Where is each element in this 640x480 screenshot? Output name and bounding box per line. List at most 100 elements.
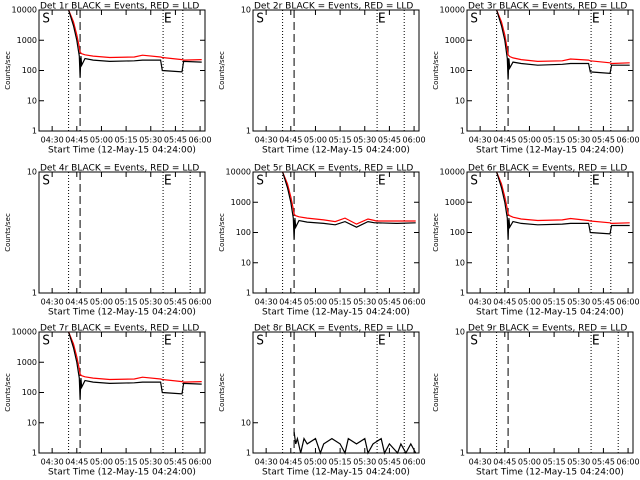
y-tick-label: 10 <box>241 418 251 427</box>
y-axis-label: Counts/sec <box>4 373 12 412</box>
x-tick-label: 05:30 <box>567 136 590 145</box>
x-tick-label: 05:30 <box>567 298 590 307</box>
x-tick-label: 06:00 <box>403 298 426 307</box>
annotation: S <box>470 334 478 349</box>
y-tick-label: 10 <box>27 168 37 177</box>
y-tick-label: 100 <box>450 228 465 237</box>
y-tick-label: 1000 <box>231 198 251 207</box>
annotation: S <box>470 174 478 189</box>
x-tick-label: 04:30 <box>255 458 278 467</box>
x-tick-label: 05:00 <box>90 458 113 467</box>
y-tick-label: 1 <box>460 127 465 136</box>
y-tick-label: 10 <box>455 96 465 105</box>
y-tick-label: 100 <box>22 388 37 397</box>
x-tick-label: 05:15 <box>329 136 352 145</box>
series-line <box>282 171 416 240</box>
panel-title: Det 6r BLACK = Events, RED = LLD <box>468 164 627 174</box>
plot-frame <box>466 331 634 454</box>
annotation: E <box>592 334 600 349</box>
y-tick-label: 10 <box>27 418 37 427</box>
y-axis-label: Counts/sec <box>218 213 226 252</box>
y-tick-label: 10000 <box>440 6 465 15</box>
x-axis-label: Start Time (12-May-15 04:24:00) <box>476 308 624 318</box>
x-tick-label: 06:00 <box>403 458 426 467</box>
annotation: E <box>592 12 600 27</box>
plot-frame <box>466 171 634 294</box>
y-tick-label: 10 <box>455 258 465 267</box>
x-tick-label: 05:15 <box>543 298 566 307</box>
y-tick-label: 10000 <box>440 168 465 177</box>
x-tick-label: 05:00 <box>304 136 327 145</box>
x-tick-label: 05:00 <box>304 458 327 467</box>
x-tick-label: 05:45 <box>592 298 615 307</box>
x-tick-label: 05:15 <box>115 136 138 145</box>
x-axis-label: Start Time (12-May-15 04:24:00) <box>262 468 410 478</box>
x-tick-label: 05:45 <box>378 298 401 307</box>
panel-title: Det 9r BLACK = Events, RED = LLD <box>468 324 627 334</box>
y-tick-label: 1000 <box>445 198 465 207</box>
y-tick-label: 1000 <box>445 36 465 45</box>
x-tick-label: 04:30 <box>469 298 492 307</box>
series-line <box>496 171 630 225</box>
y-tick-label: 100 <box>236 228 251 237</box>
x-tick-label: 05:15 <box>115 298 138 307</box>
x-tick-label: 04:45 <box>279 136 302 145</box>
series-line <box>68 331 202 383</box>
y-tick-label: 1 <box>460 449 465 458</box>
y-axis-label: Counts/sec <box>4 51 12 90</box>
series-line <box>68 331 202 400</box>
x-tick-label: 04:45 <box>65 298 88 307</box>
panel-title: Det 8r BLACK = Events, RED = LLD <box>254 324 413 334</box>
x-axis-label: Start Time (12-May-15 04:24:00) <box>476 468 624 478</box>
y-tick-label: 1 <box>32 289 37 298</box>
x-tick-label: 04:30 <box>469 458 492 467</box>
x-tick-label: 06:00 <box>617 298 640 307</box>
y-tick-label: 100 <box>450 66 465 75</box>
panel: Det 2r BLACK = Events, RED = LLD Counts/s… <box>218 2 426 156</box>
annotation: E <box>164 334 172 349</box>
panel: Det 7r BLACK = Events, RED = LLD Counts/s… <box>4 324 212 478</box>
y-tick-label: 1 <box>32 449 37 458</box>
series-line <box>282 171 416 225</box>
x-tick-label: 05:45 <box>164 298 187 307</box>
x-tick-label: 05:45 <box>592 458 615 467</box>
x-tick-label: 04:45 <box>65 458 88 467</box>
x-tick-label: 06:00 <box>189 136 212 145</box>
panel: Det 9r BLACK = Events, RED = LLD Counts/s… <box>432 324 640 478</box>
x-tick-label: 05:00 <box>304 298 327 307</box>
y-axis-label: Counts/sec <box>218 51 226 90</box>
panel: Det 1r BLACK = Events, RED = LLD Counts/s… <box>4 2 212 156</box>
y-tick-label: 1 <box>246 289 251 298</box>
panel: Det 8r BLACK = Events, RED = LLD Counts/s… <box>218 324 426 478</box>
x-tick-label: 04:30 <box>469 136 492 145</box>
annotation: E <box>164 174 172 189</box>
y-tick-label: 1 <box>460 289 465 298</box>
x-tick-label: 04:45 <box>279 458 302 467</box>
x-tick-label: 04:30 <box>255 136 278 145</box>
y-axis-label: Counts/sec <box>432 51 440 90</box>
annotation: S <box>256 12 264 27</box>
x-tick-label: 05:00 <box>518 136 541 145</box>
panel-title: Det 7r BLACK = Events, RED = LLD <box>40 324 199 334</box>
y-tick-label: 10000 <box>226 168 251 177</box>
x-tick-label: 04:30 <box>41 136 64 145</box>
panel-title: Det 3r BLACK = Events, RED = LLD <box>468 2 627 12</box>
x-tick-label: 05:30 <box>353 136 376 145</box>
x-tick-label: 06:00 <box>403 136 426 145</box>
plot-frame <box>38 9 206 132</box>
x-tick-label: 05:30 <box>353 458 376 467</box>
x-axis-label: Start Time (12-May-15 04:24:00) <box>48 308 196 318</box>
y-tick-label: 1000 <box>17 36 37 45</box>
x-axis-label: Start Time (12-May-15 04:24:00) <box>48 146 196 156</box>
x-tick-label: 04:30 <box>41 298 64 307</box>
y-axis-label: Counts/sec <box>432 213 440 252</box>
y-tick-label: 10 <box>455 328 465 337</box>
y-tick-label: 10 <box>27 96 37 105</box>
y-tick-label: 1 <box>246 127 251 136</box>
x-tick-label: 05:30 <box>353 298 376 307</box>
x-tick-label: 06:00 <box>189 458 212 467</box>
y-tick-label: 1 <box>246 449 251 458</box>
panel-title: Det 1r BLACK = Events, RED = LLD <box>40 2 199 12</box>
x-tick-label: 05:15 <box>329 298 352 307</box>
x-axis-label: Start Time (12-May-15 04:24:00) <box>476 146 624 156</box>
